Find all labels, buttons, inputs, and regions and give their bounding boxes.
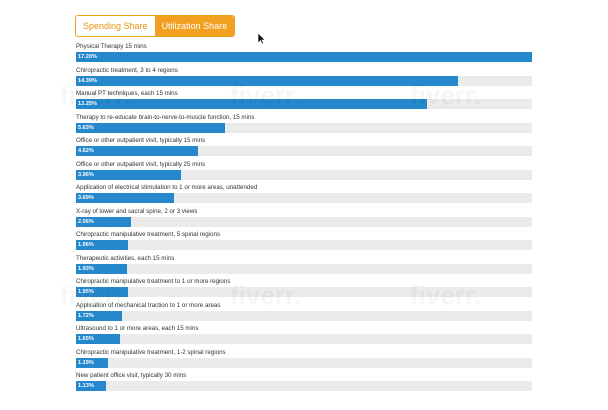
bar-label: Office or other outpatient visit, typica… (76, 160, 206, 168)
bar-fill: 14.39% (76, 75, 458, 86)
bar-fill: 5.63% (76, 122, 225, 133)
bar-value-label: 1.96% (78, 242, 94, 248)
bar-value-label: 14.39% (78, 77, 97, 84)
bar-track: 13.25% (76, 99, 532, 109)
bar-track: 1.93% (76, 263, 532, 274)
bar-label: Manual PT techniques, each 15 mins (76, 90, 178, 97)
bar-row: Application of electrical stimulation to… (76, 184, 532, 208)
bar-label: New patient office visit, typically 30 m… (76, 372, 187, 379)
bar-track: 1.95% (76, 287, 532, 297)
bar-label: Ultrasound to 1 or more areas, each 15 m… (76, 325, 199, 332)
bar-value-label: 1.13% (78, 383, 94, 389)
bar-label: Chiropractic manipulative treatment to 1… (76, 278, 231, 285)
bar-row: New patient office visit, typically 30 m… (76, 372, 532, 396)
bar-value-label: 1.65% (78, 336, 94, 342)
bar-fill: 13.25% (76, 99, 427, 109)
bar-track: 17.20% (76, 52, 532, 62)
bar-label: Chiropractic manipulative treatment, 5 s… (76, 231, 221, 238)
bar-fill: 2.06% (76, 216, 131, 227)
bar-label: Therapy to re-educate brain-to-nerve-to-… (76, 113, 255, 121)
bar-fill: 17.20% (76, 52, 532, 62)
bar-track: 1.72% (76, 310, 532, 321)
bar-value-label: 1.19% (78, 359, 94, 366)
bar-track: 1.19% (76, 357, 532, 368)
bar-track: 2.06% (76, 216, 532, 227)
bar-row: Ultrasound to 1 or more areas, each 15 m… (76, 325, 532, 349)
bar-value-label: 1.72% (78, 312, 94, 319)
bar-fill: 3.96% (76, 169, 181, 180)
bar-row: Chiropractic manipulative treatment, 1-2… (76, 349, 532, 373)
bar-row: Chiropractic manipulative treatment to 1… (76, 278, 532, 302)
bar-track: 4.62% (76, 146, 532, 156)
bar-value-label: 1.95% (78, 289, 94, 295)
bar-row: Therapy to re-educate brain-to-nerve-to-… (76, 114, 532, 138)
bar-track: 1.13% (76, 381, 532, 391)
bar-row: Chiropractic manipulative treatment, 5 s… (76, 231, 532, 255)
bar-row: Therapeutic activities, each 15 mins 1.93… (76, 255, 532, 279)
bar-track: 1.65% (76, 334, 532, 344)
tab-spending-share[interactable]: Spending Share (76, 16, 155, 36)
bar-label: Physical Therapy 15 mins (76, 43, 147, 50)
utilization-bar-list: Physical Therapy 15 mins 17.20% Chiropract… (76, 43, 532, 396)
bar-fill: 1.72% (76, 310, 122, 321)
bar-value-label: 5.63% (78, 124, 94, 131)
bar-row: Physical Therapy 15 mins 17.20% (76, 43, 532, 67)
mouse-cursor-icon (258, 33, 266, 45)
bar-fill: 1.95% (76, 287, 128, 297)
bar-label: Application of mechanical traction to 1 … (76, 301, 221, 309)
bar-value-label: 17.20% (78, 54, 97, 60)
bar-row: Chiropractic treatment, 3 to 4 regions 14… (76, 67, 532, 91)
bar-track: 5.63% (76, 122, 532, 133)
bar-fill: 1.96% (76, 240, 128, 250)
bar-fill: 1.19% (76, 357, 108, 368)
share-tab-group: Spending Share Utilization Share (75, 15, 236, 37)
bar-value-label: 2.06% (78, 218, 94, 225)
bar-label: Chiropractic treatment, 3 to 4 regions (76, 66, 178, 74)
tab-utilization-share[interactable]: Utilization Share (154, 16, 235, 36)
bar-track: 3.96% (76, 169, 532, 180)
bar-value-label: 13.25% (78, 101, 97, 107)
bar-fill: 4.62% (76, 146, 198, 156)
bar-row: Office or other outpatient visit, typica… (76, 161, 532, 185)
bar-row: Manual PT techniques, each 15 mins 13.25% (76, 90, 532, 114)
bar-row: Office or other outpatient visit, typica… (76, 137, 532, 161)
bar-label: Application of electrical stimulation to… (76, 184, 258, 191)
bar-label: Therapeutic activities, each 15 mins (76, 254, 175, 262)
bar-fill: 1.13% (76, 381, 106, 391)
bar-label: X-ray of lower and sacral spine, 2 or 3 … (76, 207, 198, 215)
bar-track: 1.96% (76, 240, 532, 250)
bar-value-label: 4.62% (78, 148, 94, 154)
bar-value-label: 3.96% (78, 171, 94, 178)
bar-label: Office or other outpatient visit, typica… (76, 137, 206, 144)
bar-label: Chiropractic manipulative treatment, 1-2… (76, 348, 226, 356)
bar-fill: 1.93% (76, 263, 127, 274)
bar-row: X-ray of lower and sacral spine, 2 or 3 … (76, 208, 532, 232)
bar-value-label: 3.69% (78, 195, 94, 201)
bar-fill: 1.65% (76, 334, 120, 344)
bar-fill: 3.69% (76, 193, 174, 203)
bar-value-label: 1.93% (78, 265, 94, 272)
bar-track: 14.39% (76, 75, 532, 86)
bar-row: Application of mechanical traction to 1 … (76, 302, 532, 326)
bar-track: 3.69% (76, 193, 532, 203)
